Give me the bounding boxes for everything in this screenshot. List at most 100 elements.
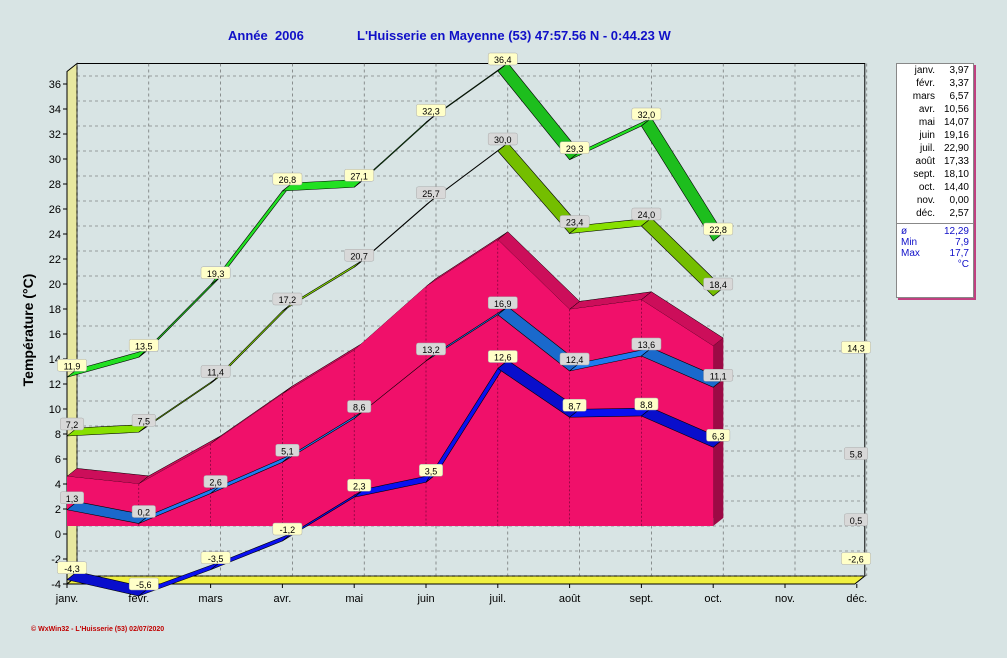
data-label-text: -3,5 — [208, 554, 224, 564]
legend-stat-key: ø — [901, 226, 908, 237]
data-label-box — [844, 513, 868, 526]
data-label-box — [128, 577, 159, 591]
legend-stats: ø 12,29 Min 7,9 Max 17,7 — [897, 226, 973, 259]
series-1-data-label: 11,4 — [200, 365, 231, 378]
y-tick-label: 18 — [49, 304, 61, 316]
data-label-text: 20,7 — [350, 251, 368, 261]
data-label-text: 1,3 — [66, 494, 79, 504]
data-label-text: 12,4 — [566, 355, 584, 365]
legend-month-rows: janv. 3,97 févr. 3,37 mars 6,57 avr. 10,56 mai 14… — [897, 64, 973, 220]
data-label-text: -5,6 — [136, 580, 152, 590]
series-3-data-label: 11,1 — [703, 369, 734, 382]
data-label-box — [841, 552, 871, 565]
legend-row: nov. 0,00 — [897, 194, 973, 207]
data-label-text: 6,3 — [712, 431, 725, 441]
series-1-data-label: 18,4 — [703, 277, 734, 291]
series-4-data-label: -4,3 — [57, 561, 87, 574]
data-label-text: 32,0 — [638, 110, 656, 120]
data-label-box — [203, 475, 228, 488]
legend-month: nov. — [916, 195, 935, 206]
data-label-text: 36,4 — [494, 55, 512, 65]
data-label-text: -2,6 — [848, 555, 864, 565]
series-0-data-label: 19,3 — [200, 266, 231, 279]
legend-value: 2,57 — [949, 208, 969, 219]
series-0-data-label: 27,1 — [344, 169, 375, 182]
data-label-text: 30,0 — [494, 135, 512, 145]
data-label-box — [131, 505, 156, 518]
legend-row: janv. 3,97 — [897, 64, 973, 77]
y-tick-label: 8 — [55, 429, 61, 441]
data-label-text: 2,6 — [209, 478, 222, 488]
series-3-data-label: 13,6 — [631, 337, 662, 351]
data-label-box — [703, 277, 734, 291]
data-label-box — [272, 522, 303, 536]
data-label-box — [419, 464, 443, 477]
legend-month: avr. — [918, 104, 935, 115]
data-label-text: 0,2 — [138, 508, 151, 518]
series-4-data-label: 8,8 — [634, 397, 659, 411]
legend-stat-value: 12,29 — [943, 226, 969, 237]
x-tick-label: nov. — [775, 593, 795, 605]
series-1-data-label: 20,7 — [344, 249, 375, 262]
data-label-text: 17,2 — [279, 295, 297, 305]
data-label-box — [562, 399, 587, 412]
data-label-text: 18,4 — [709, 280, 727, 290]
data-label-text: 0,5 — [850, 516, 863, 526]
legend-month: août — [915, 156, 935, 167]
data-label-box — [559, 141, 590, 154]
y-tick-label: 12 — [49, 379, 61, 391]
legend-month: mai — [918, 117, 935, 128]
y-tick-label: 26 — [49, 204, 61, 216]
series-1-data-label: 17,2 — [272, 292, 303, 306]
y-tick-label: 4 — [55, 479, 61, 491]
y-tick-label: 30 — [49, 154, 61, 166]
right-value-label: 0,5 — [844, 513, 868, 526]
data-label-text: 12,6 — [494, 353, 512, 363]
legend-stat-row: ø 12,29 — [897, 226, 973, 237]
data-label-box — [844, 447, 868, 460]
series-3-data-label: 1,3 — [60, 491, 84, 504]
x-tick-label: sept. — [629, 593, 653, 605]
data-label-text: 13,6 — [638, 340, 656, 350]
series-3-data-label: 8,6 — [347, 400, 372, 413]
data-label-box — [200, 551, 231, 564]
series-3-data-label: 13,2 — [416, 342, 446, 356]
data-label-text: 2,3 — [353, 481, 366, 491]
data-label-text: 23,4 — [566, 218, 584, 228]
data-label-text: 3,5 — [425, 466, 438, 476]
data-label-box — [703, 222, 734, 236]
legend-month: janv. — [914, 65, 935, 76]
data-label-text: 11,9 — [64, 361, 81, 371]
legend-month: oct. — [918, 182, 935, 193]
legend-value: 0,00 — [949, 195, 969, 206]
series-3-data-label: 2,6 — [203, 475, 228, 488]
legend-stat-row: Max 17,7 — [897, 248, 973, 259]
series-0-data-label: 29,3 — [559, 141, 590, 154]
y-tick-label: 2 — [55, 504, 61, 516]
data-label-box — [706, 429, 731, 442]
data-label-text: 27,1 — [350, 171, 368, 181]
data-label-text: 13,5 — [135, 341, 153, 351]
data-labels: 11,9 13,5 19,3 26,8 27,1 32,3 36,4 29,3 32,0 22,8… — [57, 52, 871, 591]
y-tick-label: 24 — [49, 229, 61, 241]
legend-month: juin — [919, 130, 935, 141]
data-label-text: 11,1 — [710, 371, 727, 381]
series-0-data-label: 26,8 — [272, 172, 303, 186]
legend-value: 14,40 — [943, 182, 969, 193]
series-4-data-label: 6,3 — [706, 429, 731, 442]
footer-credit: © WxWin32 - L'Huisserie (53) 02/07/2020 — [31, 626, 165, 633]
x-tick-label: janv. — [55, 593, 78, 605]
legend-row: févr. 3,37 — [897, 77, 973, 90]
legend-row: juin 19,16 — [897, 129, 973, 142]
data-label-box — [416, 104, 446, 117]
data-label-box — [57, 561, 87, 574]
mean-area-front — [67, 239, 714, 526]
series-0-data-label: 22,8 — [703, 222, 734, 236]
data-label-text: 29,3 — [566, 144, 584, 154]
right-value-label: -2,6 — [841, 552, 871, 565]
data-label-box — [487, 132, 518, 146]
series-0-data-label: 13,5 — [128, 339, 159, 352]
series-0-data-label: 32,3 — [416, 104, 446, 117]
